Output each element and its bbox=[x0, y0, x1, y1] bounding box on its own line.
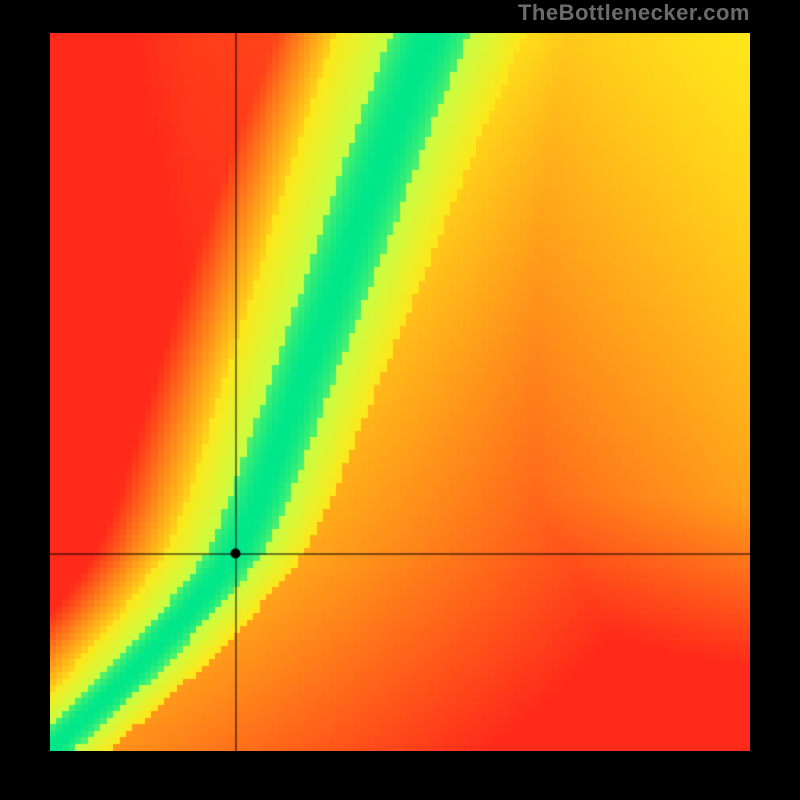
bottleneck-heatmap bbox=[50, 33, 750, 751]
watermark-text: TheBottlenecker.com bbox=[518, 0, 750, 26]
chart-container: TheBottlenecker.com bbox=[0, 0, 800, 800]
